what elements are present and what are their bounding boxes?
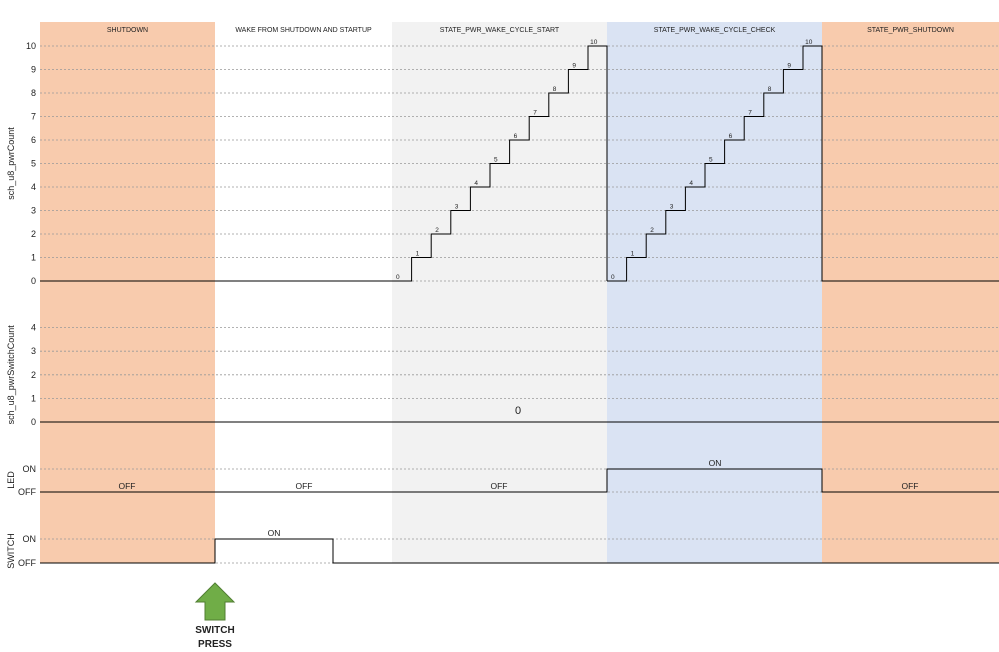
led-tick-on: ON bbox=[23, 464, 37, 474]
switch-count-tick-3: 3 bbox=[31, 346, 36, 356]
pwr-count-tick-10: 10 bbox=[26, 41, 36, 51]
phase-band-5 bbox=[822, 22, 999, 563]
phase-band-1 bbox=[40, 22, 215, 563]
pwr-count-axis-label: sch_u8_pwrCount bbox=[6, 127, 16, 200]
ramp2-step-label-10: 10 bbox=[805, 39, 813, 46]
ramp2-step-label-9: 9 bbox=[787, 63, 791, 70]
led-state-label-4: ON bbox=[709, 458, 722, 468]
pwr-count-tick-8: 8 bbox=[31, 88, 36, 98]
phase-band-4 bbox=[607, 22, 822, 563]
led-axis-label: LED bbox=[6, 471, 16, 489]
ramp2-step-label-0: 0 bbox=[611, 274, 615, 281]
ramp1-step-label-4: 4 bbox=[474, 180, 478, 187]
switch-press-caption-line1: SWITCH bbox=[195, 625, 235, 636]
ramp1-step-label-1: 1 bbox=[416, 251, 420, 258]
phase-label-3: STATE_PWR_WAKE_CYCLE_START bbox=[440, 27, 560, 34]
ramp2-step-label-4: 4 bbox=[689, 180, 693, 187]
ramp2-step-label-6: 6 bbox=[729, 133, 733, 140]
pwr-count-tick-6: 6 bbox=[31, 135, 36, 145]
ramp1-step-label-2: 2 bbox=[435, 227, 439, 234]
ramp1-step-label-8: 8 bbox=[553, 86, 557, 93]
ramp1-step-label-0: 0 bbox=[396, 274, 400, 281]
switch-count-tick-0: 0 bbox=[31, 417, 36, 427]
switch-count-axis-label: sch_u8_pwrSwitchCount bbox=[6, 325, 16, 425]
ramp1-step-label-3: 3 bbox=[455, 204, 459, 211]
ramp2-step-label-1: 1 bbox=[631, 251, 635, 258]
switch-trace bbox=[40, 538, 999, 564]
pwr-count-ramp-2 bbox=[607, 45, 999, 282]
led-state-label-5: OFF bbox=[902, 481, 919, 491]
led-state-label-1: OFF bbox=[119, 481, 136, 491]
pwr-count-tick-0: 0 bbox=[31, 276, 36, 286]
pwr-count-tick-1: 1 bbox=[31, 253, 36, 263]
switch-press-caption-line2: PRESS bbox=[198, 639, 232, 650]
switch-count-tick-4: 4 bbox=[31, 323, 36, 333]
ramp2-step-label-2: 2 bbox=[650, 227, 654, 234]
switch-axis-label: SWITCH bbox=[6, 533, 16, 569]
ramp2-step-label-5: 5 bbox=[709, 157, 713, 164]
ramp1-step-label-9: 9 bbox=[572, 63, 576, 70]
pwr-count-tick-5: 5 bbox=[31, 159, 36, 169]
phase-label-2: WAKE FROM SHUTDOWN AND STARTUP bbox=[235, 27, 372, 34]
phase-label-4: STATE_PWR_WAKE_CYCLE_CHECK bbox=[654, 27, 776, 34]
phase-label-1: SHUTDOWN bbox=[107, 27, 148, 34]
ramp1-step-label-7: 7 bbox=[533, 110, 537, 117]
phase-band-2 bbox=[215, 22, 392, 563]
led-state-label-2: OFF bbox=[296, 481, 313, 491]
pwr-count-ramp-1 bbox=[392, 45, 608, 282]
ramp2-step-label-3: 3 bbox=[670, 204, 674, 211]
pwr-count-tick-9: 9 bbox=[31, 65, 36, 75]
pwr-count-tick-3: 3 bbox=[31, 206, 36, 216]
switch-press-caption: SWITCH PRESS bbox=[185, 624, 245, 652]
ramp1-step-label-6: 6 bbox=[514, 133, 518, 140]
phase-band-3 bbox=[392, 22, 607, 563]
led-trace bbox=[40, 468, 999, 493]
led-state-label-3: OFF bbox=[491, 481, 508, 491]
switch-tick-off: OFF bbox=[18, 558, 36, 568]
switch-count-value-label: 0 bbox=[515, 405, 521, 417]
switch-count-tick-2: 2 bbox=[31, 370, 36, 380]
switch-count-tick-1: 1 bbox=[31, 393, 36, 403]
ramp2-step-label-8: 8 bbox=[768, 86, 772, 93]
ramp1-step-label-10: 10 bbox=[590, 39, 598, 46]
pwr-count-tick-4: 4 bbox=[31, 182, 36, 192]
pwr-count-tick-7: 7 bbox=[31, 112, 36, 122]
led-tick-off: OFF bbox=[18, 487, 36, 497]
switch-tick-on: ON bbox=[23, 534, 37, 544]
pwr-count-tick-2: 2 bbox=[31, 229, 36, 239]
ramp2-step-label-7: 7 bbox=[748, 110, 752, 117]
phase-label-5: STATE_PWR_SHUTDOWN bbox=[867, 27, 954, 34]
ramp1-step-label-5: 5 bbox=[494, 157, 498, 164]
switch-press-arrow-icon bbox=[194, 582, 236, 621]
switch-on-label: ON bbox=[268, 528, 281, 538]
